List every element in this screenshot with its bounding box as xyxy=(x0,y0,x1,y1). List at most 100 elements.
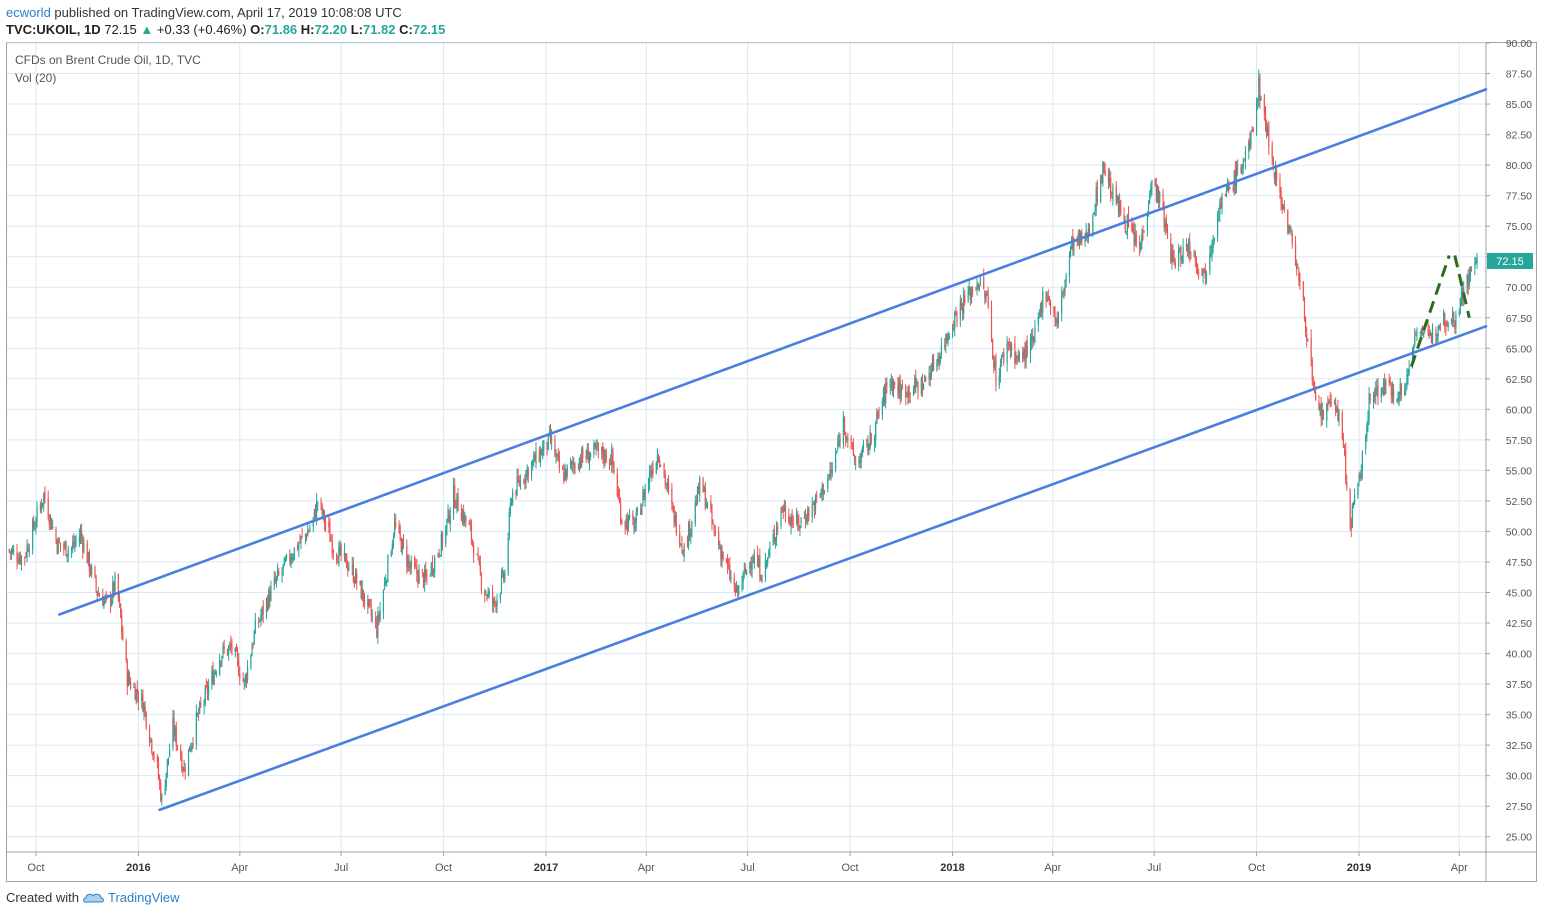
candle-body xyxy=(772,534,774,546)
tradingview-brand[interactable]: TradingView xyxy=(108,890,180,905)
candle-body xyxy=(1322,410,1324,420)
candle-body xyxy=(571,461,573,465)
candle-body xyxy=(401,539,403,554)
candle-body xyxy=(937,357,939,360)
candle-body xyxy=(1049,302,1052,308)
candle-body xyxy=(1271,145,1273,158)
candle-body xyxy=(222,645,224,655)
candle-body xyxy=(995,360,997,386)
candle-body xyxy=(1094,210,1096,212)
candle-body xyxy=(402,538,405,545)
candle-body xyxy=(839,437,841,444)
candle-body xyxy=(761,579,763,581)
x-tick-label: Apr xyxy=(638,862,655,874)
candle-body xyxy=(916,383,918,384)
candle-body xyxy=(1437,326,1439,336)
candle-body xyxy=(698,486,700,494)
candle-body xyxy=(720,546,722,559)
candle-body xyxy=(1350,521,1352,529)
candle-body xyxy=(392,537,395,543)
candle-body xyxy=(843,419,846,431)
candle-body xyxy=(588,457,591,464)
candle-body xyxy=(1459,299,1461,310)
candle-body xyxy=(938,357,940,363)
symbol-name: TVC:UKOIL, 1D xyxy=(6,22,101,37)
candle-body xyxy=(1171,250,1173,262)
candle-body xyxy=(733,577,735,586)
candle-body xyxy=(452,485,455,514)
candle-body xyxy=(127,673,129,687)
candle-body xyxy=(641,505,643,515)
candle-body xyxy=(769,546,771,551)
candle-body xyxy=(493,598,495,605)
candle-body xyxy=(1391,389,1394,396)
candle-body xyxy=(775,527,778,539)
candle-body xyxy=(300,536,302,542)
y-tick-label: 27.50 xyxy=(1506,801,1532,813)
candle-body xyxy=(378,614,380,619)
candle-body xyxy=(1396,400,1398,402)
candle-body xyxy=(1194,252,1196,260)
candle-body xyxy=(998,375,1000,387)
candle-body xyxy=(699,477,701,496)
candle-body xyxy=(1250,132,1252,145)
candle-body xyxy=(710,500,712,510)
candle-body xyxy=(117,574,119,599)
candle-body xyxy=(538,450,540,462)
x-tick-label: Jul xyxy=(334,862,348,874)
candle-body xyxy=(317,502,319,504)
candle-body xyxy=(613,463,615,472)
candle-body xyxy=(456,492,458,507)
candle-body xyxy=(1216,218,1219,237)
candle-body xyxy=(262,605,264,615)
author-link[interactable]: ecworld xyxy=(6,5,51,20)
candle-body xyxy=(790,517,792,527)
candle-body xyxy=(726,560,729,566)
candle-body xyxy=(551,437,553,442)
candle-body xyxy=(58,540,60,543)
x-tick-label: Oct xyxy=(27,862,44,874)
candle-body xyxy=(1438,324,1440,329)
candle-body xyxy=(1139,243,1141,250)
y-tick-label: 80.00 xyxy=(1506,160,1532,172)
candle-body xyxy=(382,590,385,613)
candle-body xyxy=(322,509,324,515)
candle-body xyxy=(1337,407,1339,421)
candle-body xyxy=(211,671,213,685)
candle-body xyxy=(1006,343,1008,364)
candle-body xyxy=(745,569,748,575)
candle-body xyxy=(504,572,506,581)
candle-body xyxy=(136,688,138,696)
candle-body xyxy=(370,606,372,616)
candle-body xyxy=(696,487,699,504)
candle-body xyxy=(1273,172,1275,179)
candle-body xyxy=(1141,234,1143,245)
candle-body xyxy=(91,566,93,575)
candle-body xyxy=(589,452,592,458)
dashed-lines xyxy=(1409,254,1471,368)
tradingview-cloud-icon xyxy=(82,893,104,903)
candle-body xyxy=(556,454,558,456)
dashed-trend-line xyxy=(1453,255,1471,319)
candle-body xyxy=(955,312,957,314)
candle-body xyxy=(52,526,54,529)
candle-body xyxy=(143,705,145,713)
candles xyxy=(8,69,1478,806)
candle-body xyxy=(595,442,597,449)
candle-body xyxy=(961,305,964,314)
x-tick-label: 2016 xyxy=(126,862,150,874)
candle-body xyxy=(470,522,473,540)
candle-body xyxy=(1045,292,1047,301)
candle-body xyxy=(1382,382,1385,390)
candle-body xyxy=(683,544,685,557)
candle-body xyxy=(48,520,50,525)
candle-body xyxy=(574,463,576,469)
y-tick-label: 55.00 xyxy=(1506,465,1532,477)
candle-body xyxy=(1342,440,1345,448)
candle-body xyxy=(354,571,357,584)
candle-body xyxy=(1474,263,1476,268)
candle-body xyxy=(86,542,88,564)
candle-body xyxy=(616,473,618,496)
candle-body xyxy=(703,487,705,492)
